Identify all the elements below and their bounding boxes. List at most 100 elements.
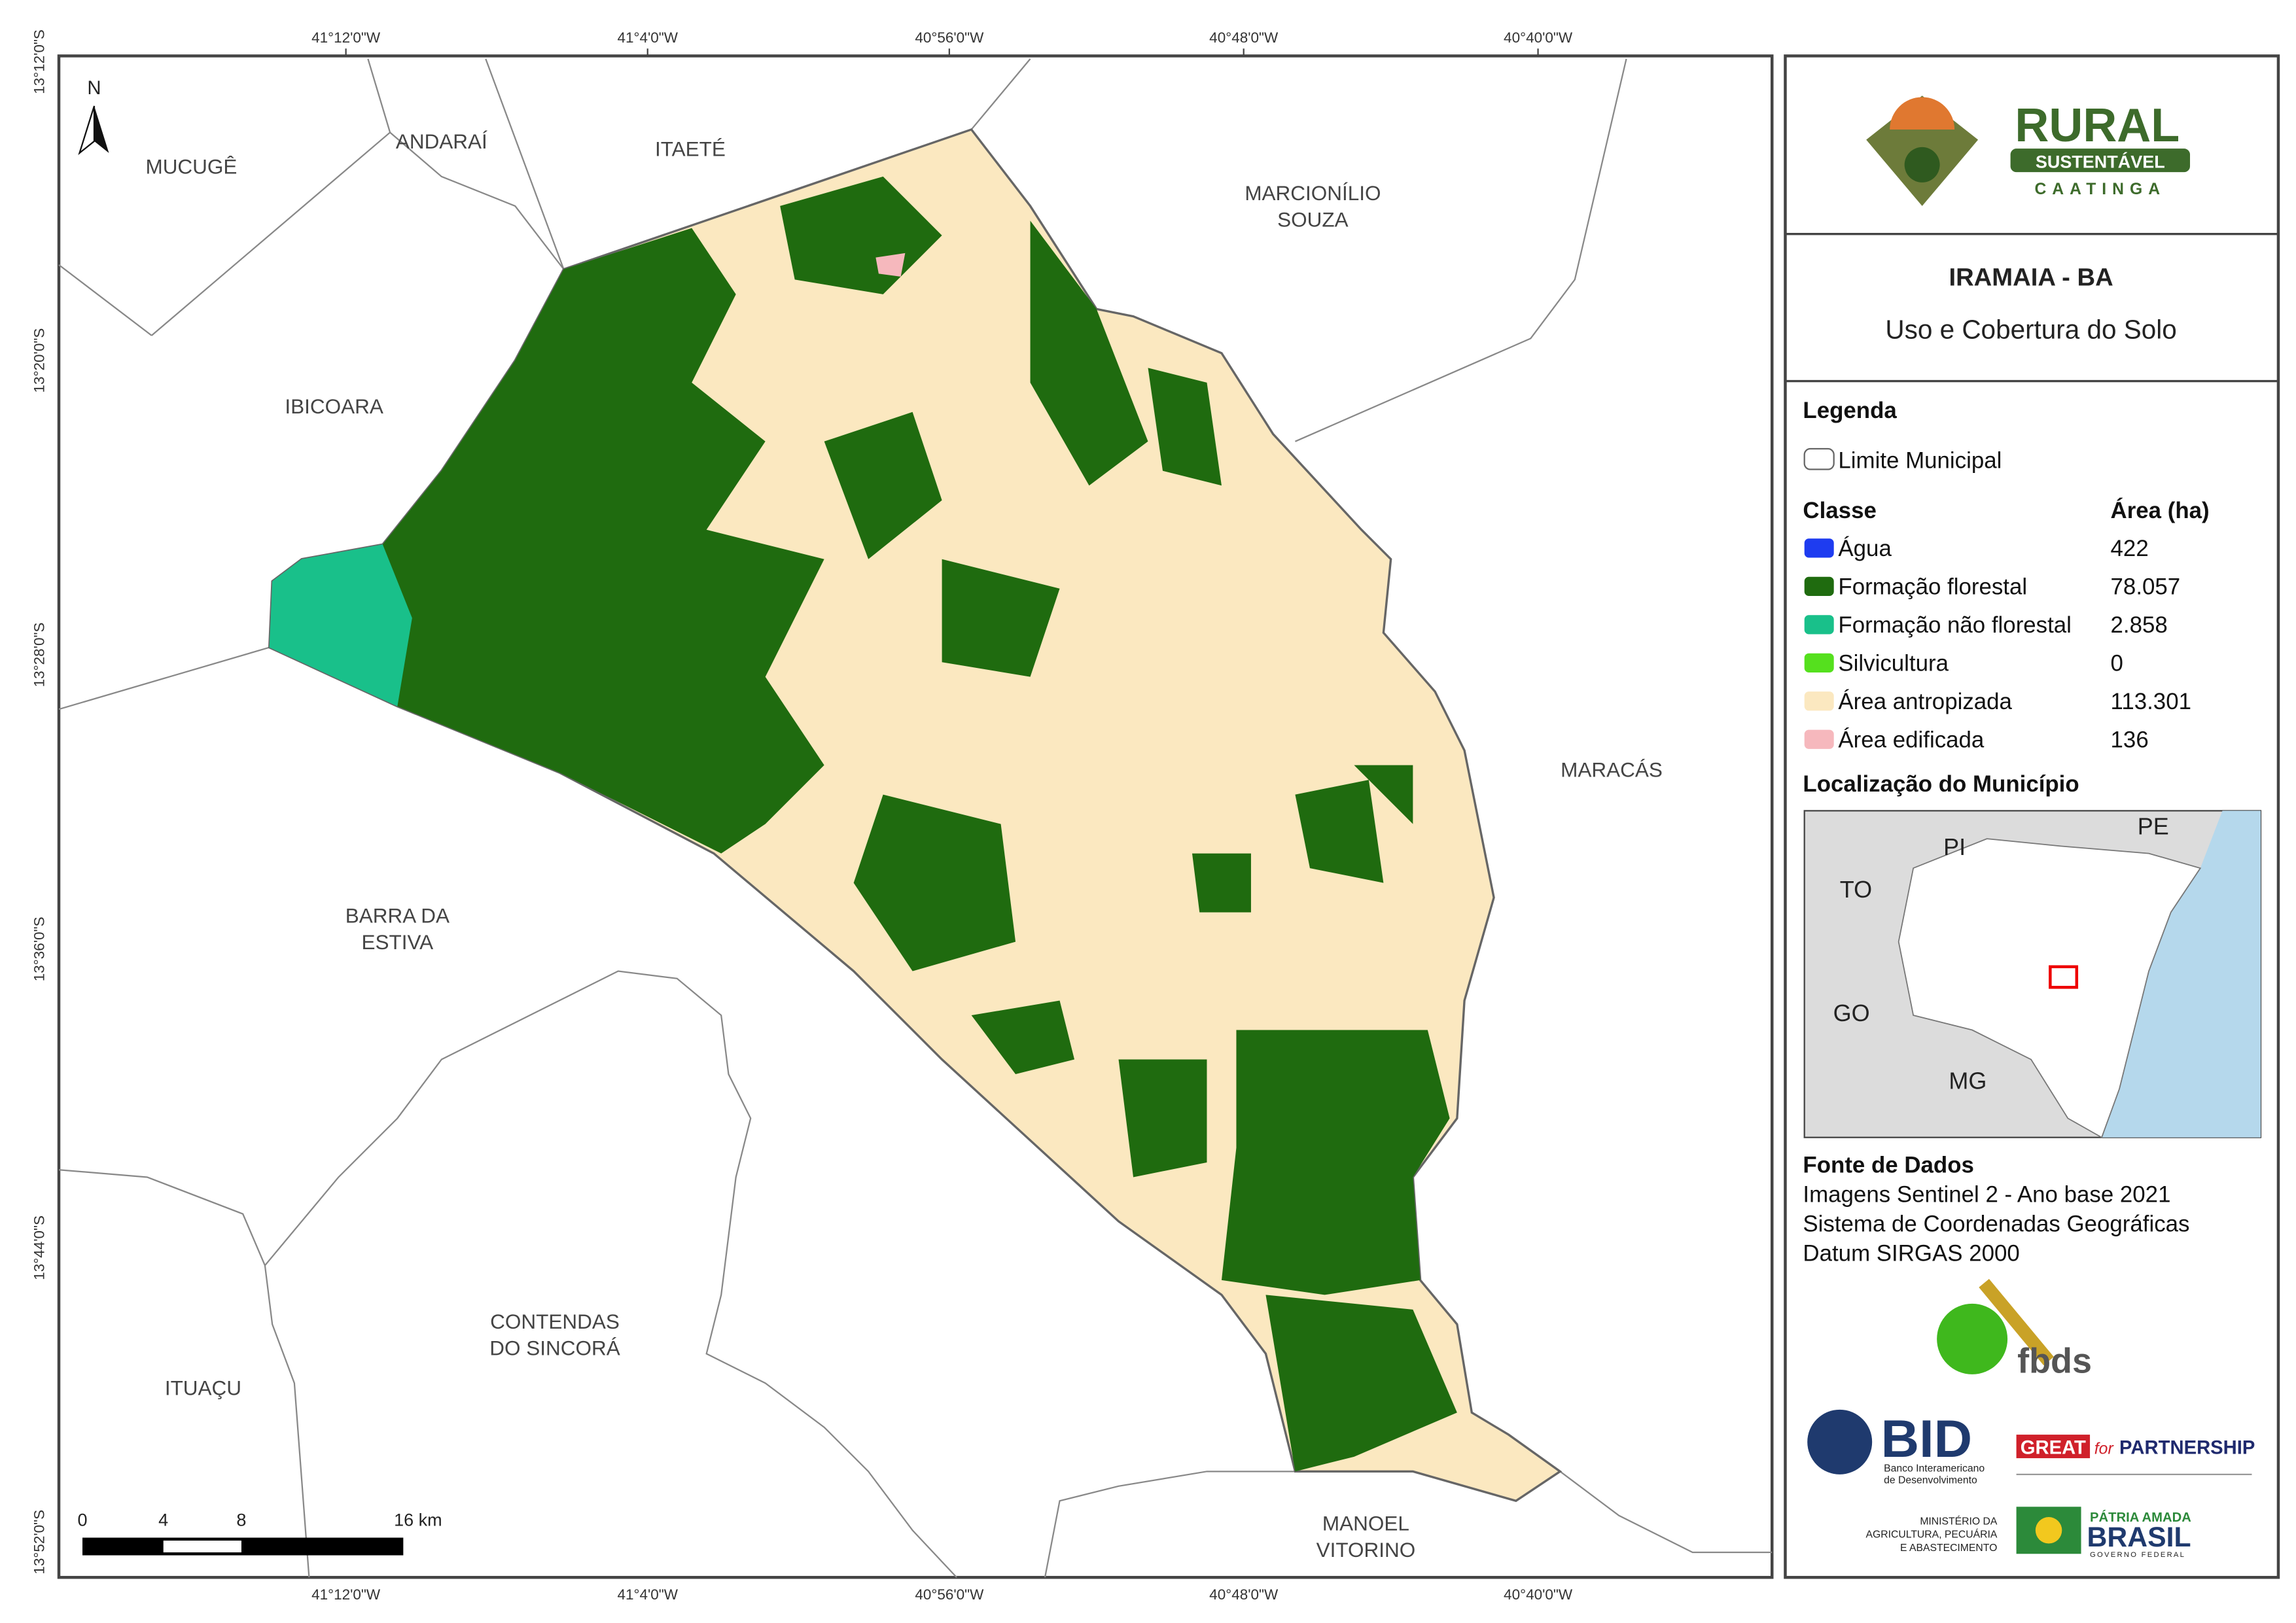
- place-label: ESTIVA: [362, 930, 434, 954]
- bid-label: BID: [1881, 1410, 1972, 1469]
- legend-class: Área edificada: [1838, 727, 1984, 753]
- state-label: PI: [1943, 833, 1966, 860]
- place-label: MARCIONÍLIO: [1245, 181, 1381, 205]
- longitude-label: 41°12'0"W: [311, 29, 381, 46]
- great-band: [2016, 1435, 2091, 1459]
- forest-patch: [971, 1000, 1075, 1075]
- boundary-swatch: [1803, 447, 1835, 470]
- limit-line: [58, 646, 270, 710]
- legend-area: 2.858: [2111, 612, 2168, 638]
- boundary-label: Limite Municipal: [1838, 447, 2002, 473]
- area-header: Área (ha): [2111, 497, 2210, 523]
- forest-patch: [1221, 1030, 1450, 1295]
- scale-label: 4: [158, 1510, 168, 1530]
- side-panel: RURAL SUSTENTÁVEL CAATINGA IRAMAIA - BA …: [1784, 54, 2280, 1579]
- scale-bar: 0 4 8 16 km: [77, 1510, 442, 1556]
- partner-logos: fbds BID Banco Interamericano de Desenvo…: [1807, 1278, 2255, 1559]
- legend-swatch: [1804, 615, 1834, 635]
- legend-area: 422: [2111, 536, 2149, 561]
- place-label: IBICOARA: [285, 394, 383, 418]
- place-label: SOUZA: [1277, 207, 1348, 231]
- north-arrow-left: [78, 105, 96, 156]
- source-line: Imagens Sentinel 2 - Ano base 2021: [1803, 1182, 2170, 1208]
- non-forest-patch: [269, 544, 412, 707]
- built-area: [875, 253, 906, 277]
- scale-label: 16 km: [394, 1510, 442, 1530]
- bid-sub: de Desenvolvimento: [1884, 1475, 1977, 1486]
- rural-logo: RURAL SUSTENTÁVEL CAATINGA: [1866, 96, 2191, 206]
- scale-label: 8: [236, 1510, 246, 1530]
- brasil-emblem-sun: [2035, 1517, 2062, 1544]
- state-label: PE: [2138, 812, 2169, 839]
- coordinate-labels: 41°12'0"W 41°12'0"W 41°4'0"W 41°4'0"W 40°56'…: [31, 29, 1573, 1603]
- legend-swatch: [1804, 576, 1834, 596]
- place-label: VITORINO: [1316, 1538, 1416, 1562]
- legend-swatch: [1804, 653, 1834, 672]
- latitude-label: 13°12'0"S: [31, 29, 48, 94]
- legend-area: 113.301: [2111, 689, 2191, 714]
- sources-lines: Imagens Sentinel 2 - Ano base 2021 Sistem…: [1803, 1182, 2189, 1266]
- place-label: MARACÁS: [1561, 758, 1663, 782]
- scale-segment: [82, 1537, 404, 1556]
- limit-line: [485, 58, 565, 270]
- legend-class: Silvicultura: [1838, 651, 1949, 676]
- forest-patch: [1030, 220, 1148, 486]
- limit-line: [1044, 1471, 1296, 1578]
- state-label: GO: [1833, 1000, 1870, 1026]
- source-line: Sistema de Coordenadas Geográficas: [1803, 1212, 2189, 1237]
- longitude-label: 40°56'0"W: [915, 29, 984, 46]
- patria-label: PÁTRIA AMADA: [2090, 1510, 2191, 1525]
- source-line: Datum SIRGAS 2000: [1803, 1241, 2019, 1266]
- latitude-label: 13°20'0"S: [31, 328, 48, 393]
- bid-emblem: [1807, 1409, 1873, 1475]
- latitude-label: 13°44'0"S: [31, 1215, 48, 1280]
- legend-class: Formação não florestal: [1838, 612, 2072, 638]
- latitude-label: 13°52'0"S: [31, 1510, 48, 1575]
- longitude-label: 40°56'0"W: [915, 1586, 984, 1603]
- map-subtitle: Uso e Cobertura do Solo: [1885, 314, 2176, 344]
- scale-label: 0: [77, 1510, 87, 1530]
- forest-patch: [824, 411, 942, 559]
- governo-label: GOVERNO FEDERAL: [2090, 1551, 2185, 1559]
- forest-patch: [942, 559, 1060, 677]
- legend-title: Legenda: [1803, 398, 1897, 423]
- state-label: MG: [1949, 1067, 1987, 1094]
- logo-title: RURAL: [2015, 99, 2180, 152]
- latitude-label: 13°36'0"S: [31, 916, 48, 981]
- longitude-label: 41°4'0"W: [617, 29, 678, 46]
- ocean: [2102, 811, 2261, 1138]
- partnership-label: PARTNERSHIP: [2119, 1437, 2255, 1458]
- bid-sub: Banco Interamericano: [1884, 1463, 1985, 1474]
- north-arrow-right: [94, 105, 109, 153]
- limit-line: [970, 58, 1031, 130]
- longitude-label: 40°48'0"W: [1209, 29, 1279, 46]
- location-marker: [2049, 965, 2079, 989]
- legend-classes: Água 422 Formação florestal 78.057 Formação …: [1804, 536, 2191, 753]
- limit-line: [264, 970, 957, 1579]
- north-label: N: [87, 78, 101, 99]
- longitude-label: 40°40'0"W: [1504, 29, 1573, 46]
- legend-area: 78.057: [2111, 574, 2181, 600]
- forest-patch: [1295, 780, 1384, 883]
- longitude-label: 40°48'0"W: [1209, 1586, 1279, 1603]
- longitude-label: 41°4'0"W: [617, 1586, 678, 1603]
- ministry-line: E ABASTECIMENTO: [1900, 1543, 1997, 1554]
- logo-sun: [1890, 97, 1955, 130]
- forest-patch: [338, 228, 824, 854]
- limit-line: [58, 264, 152, 336]
- limit-line: [150, 131, 391, 336]
- sources-title: Fonte de Dados: [1803, 1153, 1973, 1178]
- forest-patch: [853, 794, 1016, 971]
- place-label: CONTENDAS: [490, 1310, 620, 1333]
- ministry-line: AGRICULTURA, PECUÁRIA: [1866, 1528, 1998, 1541]
- municipal-limits: [58, 58, 1773, 1579]
- place-label: ITUAÇU: [165, 1376, 241, 1399]
- fbds-stroke: [1979, 1278, 2054, 1366]
- place-label: DO SINCORÁ: [489, 1336, 620, 1360]
- longitude-label: 41°12'0"W: [311, 1586, 381, 1603]
- place-label: ANDARAÍ: [396, 130, 487, 153]
- longitude-label: 40°40'0"W: [1504, 1586, 1573, 1603]
- map-panel: 41°12'0"W 41°12'0"W 41°4'0"W 41°4'0"W 40°56'…: [31, 29, 1774, 1603]
